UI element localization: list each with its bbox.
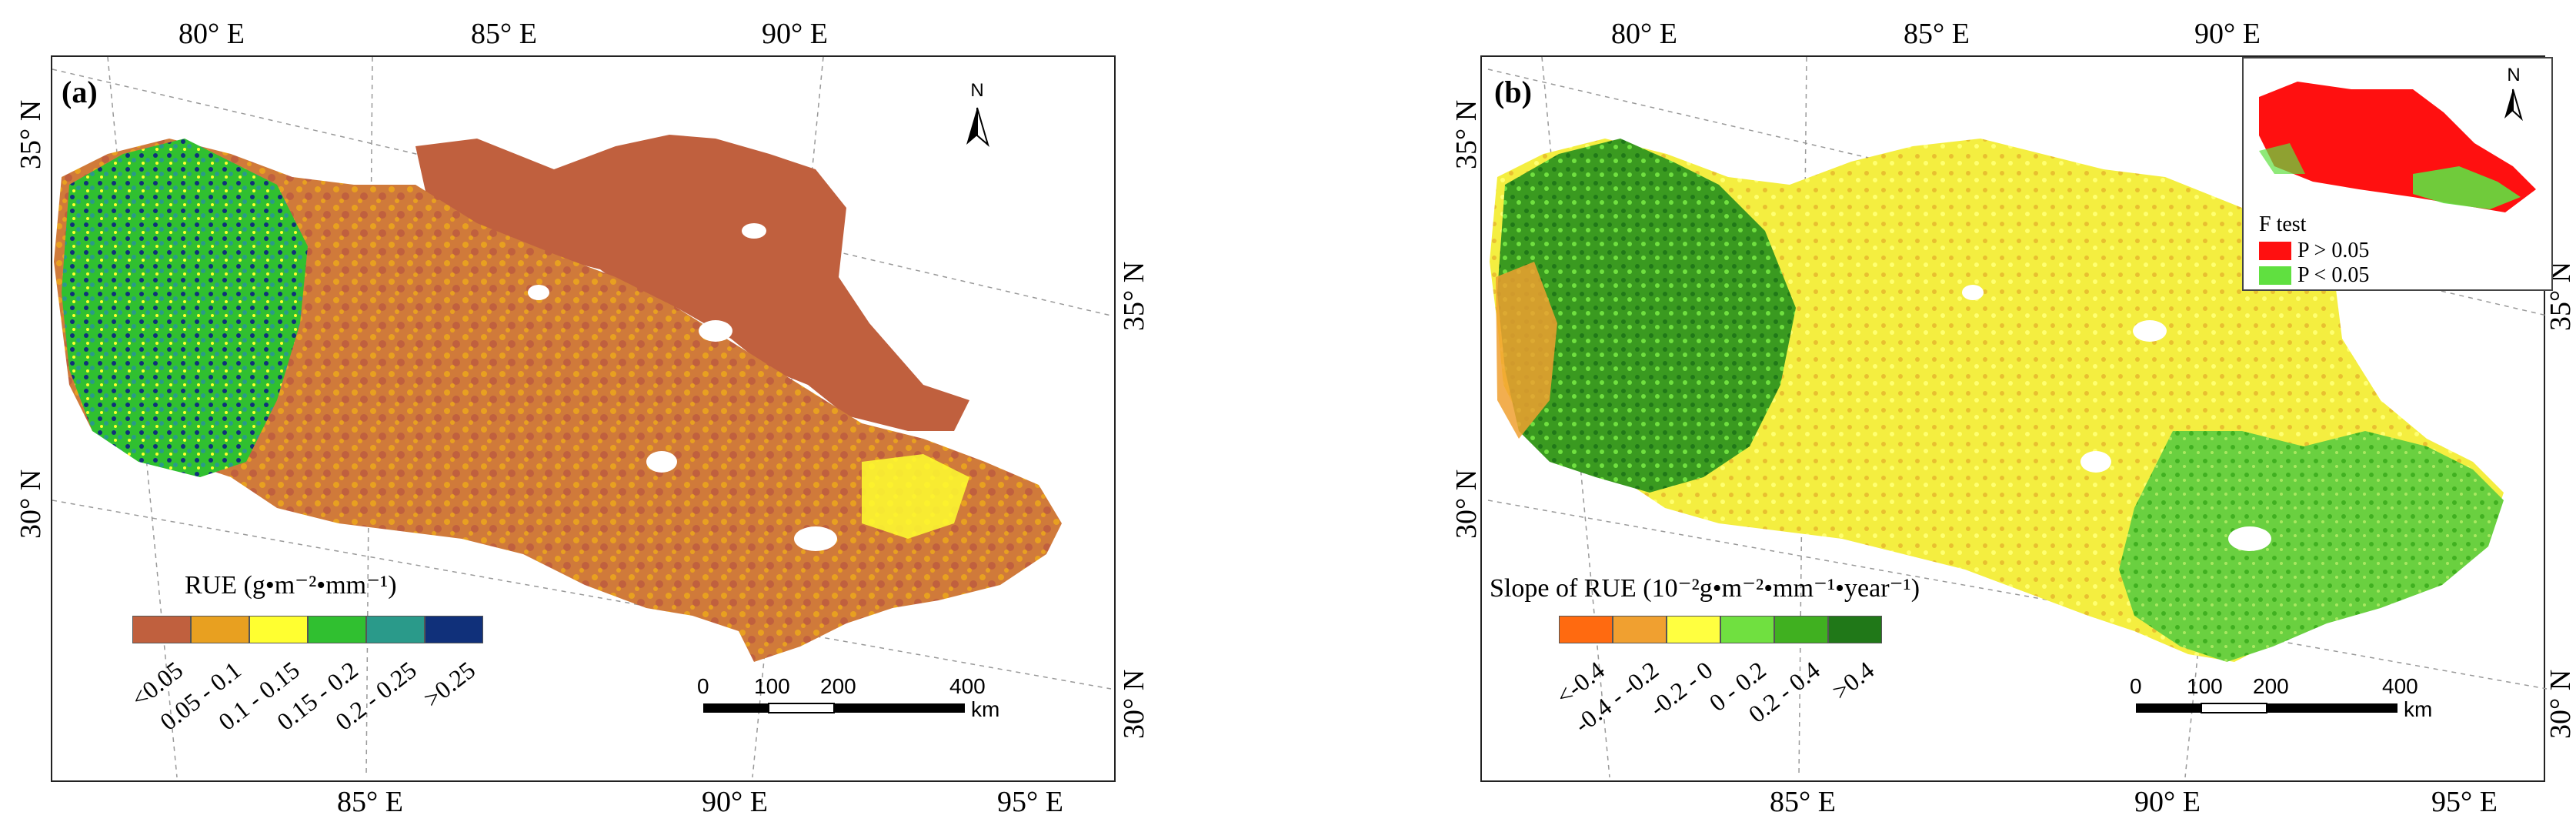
lat-left-30-b: 30° N [1450, 469, 1483, 539]
lat-right-35: 35° N [1118, 261, 1150, 331]
water-bodies-a [528, 223, 837, 551]
inset-swatch-0 [2259, 242, 2291, 260]
legend-swatch-b-3 [1720, 616, 1774, 643]
lon-bottom-90: 90° E [702, 786, 768, 818]
legend-swatch-b-4 [1774, 616, 1828, 643]
scalebar-tick-a-1: 100 [754, 674, 790, 698]
inset-north-label: N [2507, 65, 2521, 85]
lon-top-90-b: 90° E [2194, 18, 2261, 50]
legend-swatch-b-2 [1667, 616, 1720, 643]
legend-swatch-a-1 [191, 616, 249, 643]
legend-swatch-a-0 [132, 616, 191, 643]
map-panel-a: (a) N 80° E 85° E 90° E 85° E 90° E 95° … [15, 18, 1150, 818]
scalebar-b [2136, 703, 2397, 713]
inset-title: F test [2259, 212, 2307, 236]
inset-map [2259, 82, 2536, 212]
scalebar-tick-a-0: 0 [697, 674, 709, 698]
lat-left-30: 30° N [15, 469, 47, 539]
legend-swatch-a-5 [425, 616, 483, 643]
lon-top-85-b: 85° E [1904, 18, 1970, 50]
lon-top-80: 80° E [179, 18, 245, 50]
scalebar-tick-b-1: 100 [2187, 674, 2223, 698]
north-label-a: N [970, 80, 984, 101]
legend-title-b: Slope of RUE (10⁻²g•m⁻²•mm⁻¹•year⁻¹) [1490, 574, 1920, 603]
region-east-b [2119, 431, 2504, 662]
inset-swatch-1 [2259, 266, 2291, 285]
lon-bottom-95: 95° E [997, 786, 1063, 818]
region-yellow-a [862, 454, 969, 539]
water-bodies-b [1962, 285, 2271, 551]
legend-swatch-b-0 [1559, 616, 1613, 643]
lon-top-90: 90° E [762, 18, 828, 50]
scalebar-tick-b-0: 0 [2130, 674, 2142, 698]
inset-label-0: P > 0.05 [2297, 239, 2370, 262]
scalebar-tick-b-3: 400 [2382, 674, 2418, 698]
lat-left-35: 35° N [15, 99, 47, 169]
scalebar-unit-b: km [2404, 697, 2433, 721]
lat-right-30-b: 30° N [2544, 669, 2576, 739]
legend-swatch-a-3 [308, 616, 366, 643]
lon-bottom-95-b: 95° E [2431, 786, 2498, 818]
f-test-inset: N F test P > 0.05 P < 0.05 [2242, 57, 2553, 291]
lon-top-80-b: 80° E [1611, 18, 1677, 50]
inset-label-1: P < 0.05 [2297, 263, 2370, 287]
lon-bottom-85-b: 85° E [1770, 786, 1836, 818]
scalebar-tick-a-3: 400 [949, 674, 986, 698]
legend-swatch-b-1 [1613, 616, 1667, 643]
lon-bottom-85: 85° E [337, 786, 403, 818]
inset-north-arrow-icon [2504, 89, 2523, 122]
region-west-a [62, 139, 308, 477]
region-west-b [1497, 139, 1796, 493]
lat-left-35-b: 35° N [1450, 99, 1483, 169]
lon-bottom-90-b: 90° E [2134, 786, 2201, 818]
north-arrow-icon [966, 107, 989, 147]
map-panel-b: (b) 80° E 85° E 90° E 85° E 90° E 95° E … [1288, 0, 2576, 832]
panel-label-b: (b) [1494, 75, 1532, 109]
map-canvas-a [52, 56, 1112, 778]
lat-right-30: 30° N [1118, 669, 1150, 739]
lon-top-85: 85° E [471, 18, 537, 50]
region-east-a [415, 135, 969, 431]
scalebar-tick-a-2: 200 [820, 674, 856, 698]
scalebar-tick-b-2: 200 [2253, 674, 2289, 698]
legend-title-a: RUE (g•m⁻²•mm⁻¹) [185, 571, 397, 600]
legend-swatch-b-5 [1828, 616, 1882, 643]
scalebar-a [703, 703, 965, 713]
legend-swatch-a-4 [366, 616, 425, 643]
scalebar-unit-a: km [971, 697, 1000, 721]
region-westedge-b [1496, 262, 1557, 439]
legend-swatch-a-2 [249, 616, 308, 643]
panel-label-a: (a) [62, 75, 98, 109]
